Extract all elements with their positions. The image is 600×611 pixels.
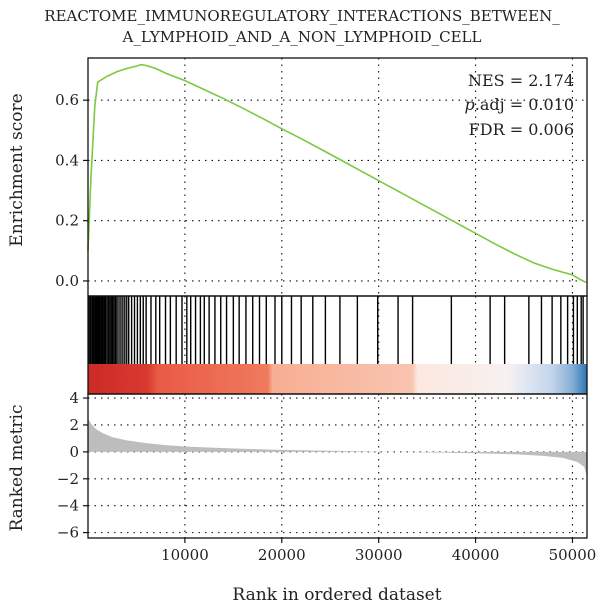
enrichment-frame bbox=[87, 57, 588, 297]
y-tick-label: 4 bbox=[69, 389, 79, 407]
padj-rest: .adj = 0.010 bbox=[475, 95, 574, 114]
chart-title-line-1: REACTOME_IMMUNOREGULATORY_INTERACTIONS_B… bbox=[44, 7, 560, 25]
rank-heatbar bbox=[88, 364, 587, 394]
y-tick-label: 0 bbox=[69, 443, 79, 461]
heatbar-gradient bbox=[88, 364, 587, 394]
nes-value: NES = 2.174 bbox=[468, 71, 574, 90]
y-tick-label: 0.0 bbox=[55, 272, 79, 290]
padj-italic: p bbox=[465, 95, 475, 114]
x-tick-label: 10000 bbox=[161, 546, 209, 564]
metric-grid bbox=[88, 394, 587, 538]
x-axis-label: Rank in ordered dataset bbox=[232, 585, 441, 605]
chart-title-line-2: A_LYMPHOID_AND_A_NON_LYMPHOID_CELL bbox=[122, 28, 482, 46]
metric-y-label: Ranked metric bbox=[7, 404, 27, 531]
enrichment-y-label: Enrichment score bbox=[7, 93, 27, 246]
x-tick-label: 20000 bbox=[258, 546, 306, 564]
y-tick-label: 0.6 bbox=[55, 91, 79, 109]
panel-frames bbox=[87, 57, 588, 539]
y-tick-label: −4 bbox=[57, 497, 79, 515]
x-tick-label: 40000 bbox=[452, 546, 500, 564]
metric-frame bbox=[87, 393, 588, 539]
x-axis-ticks: 10000 20000 30000 40000 50000 bbox=[161, 538, 596, 564]
y-tick-label: 2 bbox=[69, 416, 79, 434]
y-tick-label: −2 bbox=[57, 470, 79, 488]
fdr-value: FDR = 0.006 bbox=[469, 120, 574, 139]
y-tick-label: 0.4 bbox=[55, 151, 79, 169]
metric-y-ticks: 4 2 0 −2 −4 −6 bbox=[57, 389, 88, 542]
enrichment-grid bbox=[88, 58, 587, 296]
enrichment-y-ticks: 0.0 0.2 0.4 0.6 bbox=[55, 91, 88, 290]
x-tick-label: 30000 bbox=[355, 546, 403, 564]
enrichment-curve bbox=[87, 63, 587, 284]
ranked-metric-area bbox=[88, 418, 587, 477]
x-tick-label: 50000 bbox=[549, 546, 597, 564]
padj-value: p.adj = 0.010 bbox=[465, 95, 574, 114]
y-tick-label: −6 bbox=[57, 524, 79, 542]
enrichment-score-panel: 0.0 0.2 0.4 0.6 Enrichment score NES = 2.17… bbox=[7, 58, 587, 296]
chart-title: REACTOME_IMMUNOREGULATORY_INTERACTIONS_B… bbox=[44, 7, 560, 46]
gene-hit-lines bbox=[88, 296, 584, 364]
gene-hits-panel bbox=[88, 296, 584, 364]
hits-grid bbox=[184, 296, 574, 364]
y-tick-label: 0.2 bbox=[55, 212, 79, 230]
ranked-metric-panel: 4 2 0 −2 −4 −6 Ranked metric bbox=[7, 389, 587, 542]
stats-box: NES = 2.174 p.adj = 0.010 FDR = 0.006 bbox=[465, 71, 574, 139]
